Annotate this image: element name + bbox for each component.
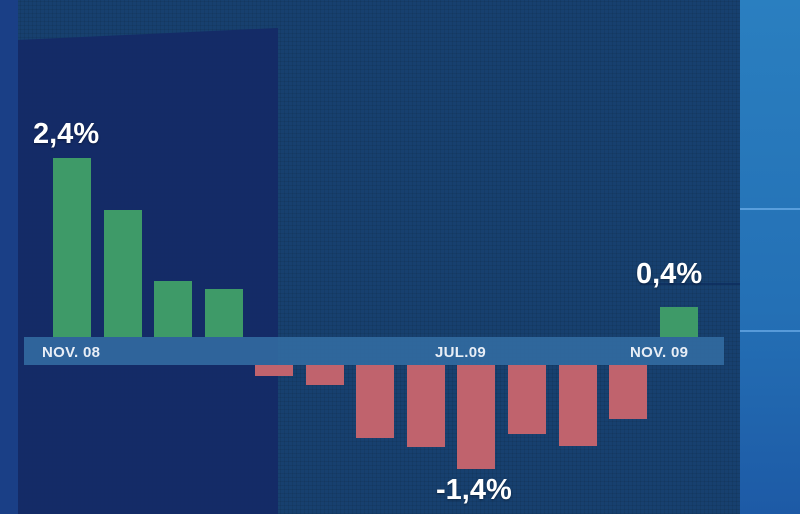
bar-apr-09 xyxy=(306,365,344,385)
bar-feb-09 xyxy=(205,289,243,337)
bar-aug-09 xyxy=(508,365,546,434)
bar-jul-09 xyxy=(457,365,495,469)
x-tick-label: NOV. 08 xyxy=(42,344,101,361)
right-panel xyxy=(740,0,800,514)
value-label-min: -1,4% xyxy=(436,474,512,506)
bar-mar-09 xyxy=(255,365,293,376)
light-streak xyxy=(740,330,800,332)
light-streak xyxy=(640,283,740,285)
x-axis-band xyxy=(24,337,724,365)
bar-nov-08 xyxy=(53,158,91,337)
bar-oct-09 xyxy=(609,365,647,419)
bar-may-09 xyxy=(356,365,394,438)
bar-sep-09 xyxy=(559,365,597,446)
value-label-max: 2,4% xyxy=(33,118,100,150)
value-label-last: 0,4% xyxy=(636,258,703,290)
x-tick-label: NOV. 09 xyxy=(630,344,689,361)
bar-jun-09 xyxy=(407,365,445,447)
bar-nov-09 xyxy=(660,307,698,337)
bar-jan-09 xyxy=(154,281,192,337)
left-strip xyxy=(0,0,18,514)
bar-dec-08 xyxy=(104,210,142,337)
light-streak xyxy=(740,208,800,210)
x-tick-label: JUL.09 xyxy=(435,344,486,361)
